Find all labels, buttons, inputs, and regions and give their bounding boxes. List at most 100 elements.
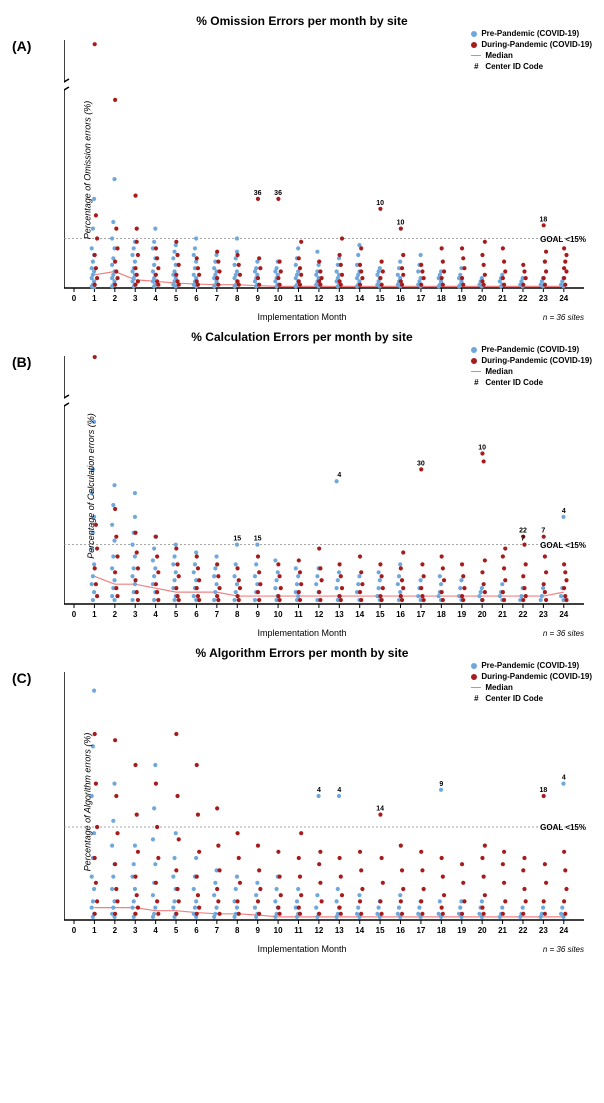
svg-text:14: 14 [355, 294, 364, 303]
svg-text:13: 13 [335, 926, 344, 935]
svg-text:13: 13 [335, 610, 344, 619]
svg-text:11: 11 [294, 926, 303, 935]
svg-text:0: 0 [72, 610, 77, 619]
svg-text:15: 15 [254, 536, 262, 543]
svg-text:36: 36 [274, 190, 282, 197]
svg-text:24: 24 [559, 610, 568, 619]
svg-text:18: 18 [539, 787, 547, 794]
svg-text:10: 10 [274, 294, 283, 303]
panel-title: % Algorithm Errors per month by site [10, 646, 594, 660]
svg-text:30: 30 [417, 460, 425, 467]
svg-text:6: 6 [194, 294, 199, 303]
svg-text:24: 24 [559, 294, 568, 303]
xlabel: Implementation Month [10, 312, 594, 322]
svg-text:21: 21 [498, 294, 507, 303]
nsites: n = 36 sites [543, 313, 584, 322]
svg-text:23: 23 [539, 926, 548, 935]
svg-text:4: 4 [337, 787, 341, 794]
svg-text:14: 14 [355, 610, 364, 619]
svg-text:12: 12 [314, 610, 323, 619]
svg-text:19: 19 [457, 294, 466, 303]
plot-svg-C: 0510152025303540012345678910111213141516… [64, 662, 584, 942]
svg-text:19: 19 [457, 926, 466, 935]
svg-text:23: 23 [539, 610, 548, 619]
svg-text:22: 22 [519, 528, 527, 535]
svg-text:17: 17 [416, 294, 425, 303]
svg-text:16: 16 [396, 294, 405, 303]
plot-wrap: Percentage of Calculation errors (%) 010… [64, 346, 584, 626]
nsites: n = 36 sites [543, 629, 584, 638]
svg-text:0: 0 [72, 926, 77, 935]
svg-text:10: 10 [274, 610, 283, 619]
plot-svg-A: 0102030405060809010001234567891011121314… [64, 30, 584, 310]
svg-text:5: 5 [174, 610, 179, 619]
svg-text:3: 3 [133, 294, 138, 303]
svg-text:10: 10 [397, 220, 405, 227]
plot-svg-B: 0102030405010020030001234567891011121314… [64, 346, 584, 626]
svg-text:22: 22 [519, 926, 528, 935]
svg-text:22: 22 [519, 610, 528, 619]
panel-label: (A) [12, 38, 31, 54]
svg-text:9: 9 [255, 610, 260, 619]
nsites: n = 36 sites [543, 945, 584, 954]
svg-text:9: 9 [255, 926, 260, 935]
svg-text:4: 4 [337, 472, 341, 479]
svg-text:18: 18 [437, 926, 446, 935]
svg-text:13: 13 [335, 294, 344, 303]
svg-text:7: 7 [521, 536, 525, 543]
svg-text:16: 16 [396, 610, 405, 619]
xlabel: Implementation Month [10, 628, 594, 638]
svg-text:4: 4 [317, 787, 321, 794]
svg-text:2: 2 [113, 610, 118, 619]
svg-text:4: 4 [562, 775, 566, 782]
plot-wrap: Percentage of Algorithm errors (%) 05101… [64, 662, 584, 942]
ylabel: Percentage of Omission errors (%) [82, 101, 92, 240]
panel-title: % Calculation Errors per month by site [10, 330, 594, 344]
svg-text:5: 5 [174, 926, 179, 935]
svg-text:7: 7 [215, 610, 220, 619]
svg-text:7: 7 [215, 926, 220, 935]
svg-text:18: 18 [437, 294, 446, 303]
svg-text:21: 21 [498, 926, 507, 935]
svg-text:4: 4 [562, 508, 566, 515]
svg-text:6: 6 [194, 610, 199, 619]
panel-C: % Algorithm Errors per month by site (C)… [10, 646, 594, 954]
svg-text:8: 8 [235, 294, 240, 303]
panel-label: (B) [12, 354, 31, 370]
goal-label: GOAL <15% [540, 823, 586, 832]
svg-text:1: 1 [92, 294, 97, 303]
plot-wrap: Percentage of Omission errors (%) 010203… [64, 30, 584, 310]
svg-text:22: 22 [519, 294, 528, 303]
svg-text:36: 36 [254, 190, 262, 197]
panel-label: (C) [12, 670, 31, 686]
goal-label: GOAL <15% [540, 235, 586, 244]
svg-text:2: 2 [113, 926, 118, 935]
svg-text:10: 10 [274, 926, 283, 935]
svg-text:15: 15 [376, 294, 385, 303]
svg-text:17: 17 [416, 926, 425, 935]
svg-text:18: 18 [539, 216, 547, 223]
svg-text:9: 9 [439, 781, 443, 788]
svg-text:24: 24 [559, 926, 568, 935]
svg-text:3: 3 [133, 926, 138, 935]
panel-B: % Calculation Errors per month by site (… [10, 330, 594, 638]
svg-text:20: 20 [478, 926, 487, 935]
svg-text:21: 21 [498, 610, 507, 619]
svg-text:11: 11 [294, 610, 303, 619]
svg-text:2: 2 [113, 294, 118, 303]
svg-text:10: 10 [478, 445, 486, 452]
svg-text:1: 1 [92, 610, 97, 619]
svg-text:11: 11 [294, 294, 303, 303]
svg-text:23: 23 [539, 294, 548, 303]
svg-text:4: 4 [153, 610, 158, 619]
svg-text:5: 5 [174, 294, 179, 303]
svg-text:14: 14 [376, 806, 384, 813]
svg-text:8: 8 [235, 610, 240, 619]
svg-text:10: 10 [376, 200, 384, 207]
svg-text:8: 8 [235, 926, 240, 935]
panel-title: % Omission Errors per month by site [10, 14, 594, 28]
svg-text:12: 12 [314, 926, 323, 935]
svg-text:1: 1 [92, 926, 97, 935]
svg-text:20: 20 [478, 610, 487, 619]
svg-text:17: 17 [416, 610, 425, 619]
